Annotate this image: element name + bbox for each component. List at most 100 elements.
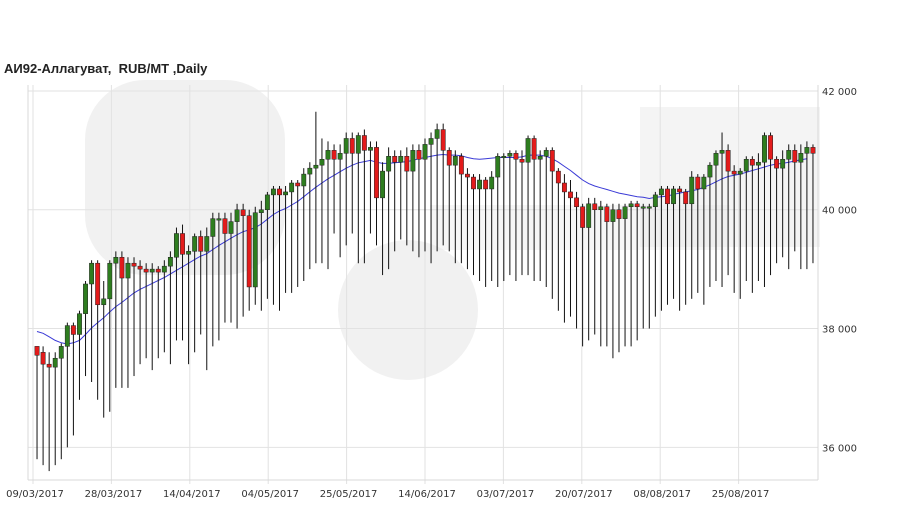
candle-body-up bbox=[386, 156, 392, 172]
candle bbox=[586, 197, 592, 341]
candle bbox=[428, 132, 434, 264]
candle bbox=[161, 260, 167, 353]
candle-body-down bbox=[513, 153, 519, 160]
candle bbox=[792, 144, 798, 252]
candles-layer bbox=[34, 111, 816, 472]
candle bbox=[780, 150, 786, 258]
x-tick-label: 25/08/2017 bbox=[712, 489, 770, 500]
candle bbox=[186, 245, 192, 365]
candle-body-up bbox=[719, 150, 725, 154]
candle bbox=[89, 260, 95, 382]
candle bbox=[101, 281, 107, 418]
candle bbox=[198, 230, 204, 335]
candle bbox=[77, 310, 82, 400]
candle bbox=[313, 111, 319, 264]
candle-body-down bbox=[198, 236, 204, 252]
candle-body-down bbox=[549, 150, 555, 172]
candle-body-up bbox=[89, 262, 95, 285]
candle bbox=[46, 352, 52, 472]
candle bbox=[422, 138, 428, 252]
candle-body-up bbox=[101, 298, 107, 306]
candle-body-down bbox=[604, 206, 610, 222]
candle-body-down bbox=[725, 150, 731, 172]
candle bbox=[719, 132, 725, 287]
candle-body-down bbox=[695, 176, 701, 190]
candle bbox=[289, 180, 295, 293]
candle-body-up bbox=[204, 236, 210, 252]
candle-body-down bbox=[349, 138, 355, 154]
candle-body-down bbox=[446, 150, 452, 166]
candle bbox=[580, 203, 586, 347]
candle-body-down bbox=[240, 209, 246, 216]
candle-body-up bbox=[737, 170, 743, 175]
candle bbox=[234, 203, 240, 329]
candle bbox=[574, 191, 579, 329]
candle-body-down bbox=[331, 150, 337, 160]
candle bbox=[652, 191, 658, 317]
candle bbox=[143, 263, 149, 359]
candle-body-down bbox=[137, 265, 143, 270]
candle bbox=[537, 150, 543, 282]
candle bbox=[210, 212, 216, 347]
candle bbox=[495, 153, 501, 287]
x-tick-label: 14/06/2017 bbox=[398, 489, 456, 500]
candle-body-up bbox=[610, 209, 616, 222]
y-tick-label: 36 000 bbox=[822, 443, 857, 454]
candle-body-up bbox=[283, 191, 289, 196]
candle-body-down bbox=[222, 218, 228, 234]
candle bbox=[489, 171, 495, 282]
candle bbox=[325, 141, 331, 270]
candle-body-up bbox=[671, 188, 676, 205]
watermark-shape bbox=[338, 240, 478, 380]
candle-body-down bbox=[246, 215, 252, 288]
candle bbox=[119, 251, 125, 388]
candle bbox=[477, 174, 482, 282]
candle bbox=[658, 185, 664, 311]
candle-body-up bbox=[398, 156, 404, 163]
candle bbox=[671, 185, 676, 299]
candle-body-up bbox=[77, 313, 82, 335]
candle bbox=[386, 147, 392, 270]
x-axis-labels: 09/03/2017 28/03/2017 14/04/2017 04/05/2017… bbox=[6, 489, 769, 500]
candle-body-up bbox=[216, 218, 222, 221]
candle bbox=[204, 227, 210, 371]
candle-body-up bbox=[798, 153, 804, 163]
candle bbox=[465, 168, 470, 270]
candle bbox=[319, 138, 325, 264]
candle-body-up bbox=[264, 194, 270, 210]
candle bbox=[598, 200, 604, 347]
candle bbox=[561, 174, 567, 323]
x-tick-label: 25/05/2017 bbox=[320, 489, 378, 500]
candle-body-up bbox=[343, 138, 349, 154]
candle bbox=[398, 150, 404, 240]
candle-body-up bbox=[301, 173, 307, 187]
candle-body-down bbox=[143, 268, 149, 273]
candle-body-down bbox=[677, 188, 683, 193]
candle-body-down bbox=[119, 257, 125, 279]
candle-body-down bbox=[749, 158, 755, 166]
candle-body-up bbox=[804, 147, 810, 154]
candle-body-down bbox=[34, 346, 40, 356]
candle-body-up bbox=[743, 158, 749, 172]
candle-body-up bbox=[622, 206, 628, 219]
candle bbox=[440, 123, 446, 246]
candle-body-down bbox=[616, 209, 622, 219]
candle bbox=[501, 153, 507, 282]
candle-body-down bbox=[580, 206, 586, 228]
candle bbox=[107, 260, 113, 412]
candle-body-up bbox=[52, 357, 58, 368]
candle bbox=[519, 150, 525, 276]
candle-body-up bbox=[107, 262, 113, 300]
candle bbox=[731, 165, 737, 293]
candle-body-down bbox=[568, 191, 573, 199]
candle-body-up bbox=[713, 153, 719, 166]
y-tick-label: 38 000 bbox=[822, 325, 857, 336]
x-tick-label: 03/07/2017 bbox=[477, 489, 535, 500]
candle-body-up bbox=[113, 257, 119, 264]
candle-body-up bbox=[477, 179, 482, 190]
candle-body-down bbox=[361, 135, 367, 151]
candle-body-down bbox=[683, 191, 689, 205]
candle-body-down bbox=[416, 150, 422, 160]
candle-body-down bbox=[531, 138, 537, 160]
